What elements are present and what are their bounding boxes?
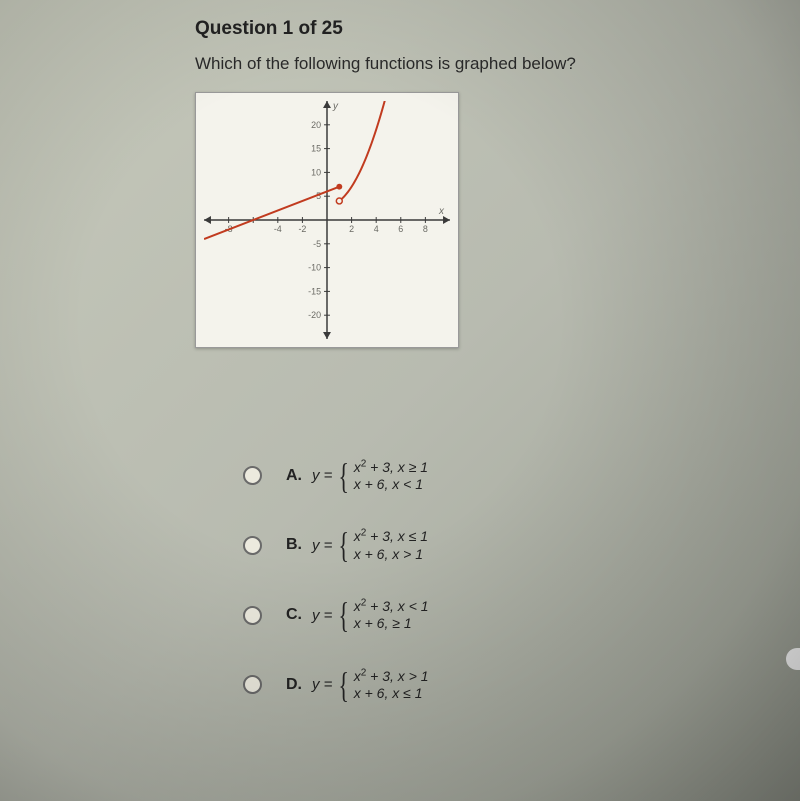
brace-icon: { xyxy=(339,606,349,624)
graph-area: -8-4-22468-20-15-10-5-5101520yx xyxy=(204,101,450,339)
option-letter: B. xyxy=(286,536,302,554)
case-top: x2 + 3, x < 1 xyxy=(354,597,429,615)
svg-text:-4: -4 xyxy=(274,224,282,234)
brace-icon: { xyxy=(339,536,349,554)
question-header: Question 1 of 25 xyxy=(195,18,800,40)
y-equals: y = xyxy=(312,676,332,693)
graph-svg: -8-4-22468-20-15-10-5-5101520yx xyxy=(204,101,450,339)
option-cases: x2 + 3, x ≥ 1 x + 6, x < 1 xyxy=(354,458,428,494)
brace-icon: { xyxy=(339,676,349,694)
option-cases: x2 + 3, x > 1 x + 6, x ≤ 1 xyxy=(354,667,429,703)
option-d[interactable]: D. y = { x2 + 3, x > 1 x + 6, x ≤ 1 xyxy=(243,667,800,703)
option-cases: x2 + 3, x < 1 x + 6, ≥ 1 xyxy=(354,597,429,633)
option-c[interactable]: C. y = { x2 + 3, x < 1 x + 6, ≥ 1 xyxy=(243,597,800,633)
svg-text:-10: -10 xyxy=(308,263,321,273)
y-equals: y = xyxy=(312,537,332,554)
y-equals: y = xyxy=(312,467,332,484)
answer-options: A. y = { x2 + 3, x ≥ 1 x + 6, x < 1 B. y… xyxy=(243,458,800,703)
case-top: x2 + 3, x ≤ 1 xyxy=(354,528,428,546)
svg-text:-20: -20 xyxy=(308,310,321,320)
case-bottom: x + 6, x > 1 xyxy=(354,546,428,564)
option-letter: A. xyxy=(286,467,302,485)
brace-icon: { xyxy=(339,467,349,485)
svg-text:2: 2 xyxy=(349,224,354,234)
case-bottom: x + 6, ≥ 1 xyxy=(354,615,429,633)
case-top: x2 + 3, x > 1 xyxy=(354,667,429,685)
option-cases: x2 + 3, x ≤ 1 x + 6, x > 1 xyxy=(354,528,428,564)
svg-text:-5: -5 xyxy=(313,239,321,249)
radio-c[interactable] xyxy=(243,606,262,625)
option-a[interactable]: A. y = { x2 + 3, x ≥ 1 x + 6, x < 1 xyxy=(243,458,800,494)
y-equals: y = xyxy=(312,607,332,624)
svg-text:6: 6 xyxy=(398,224,403,234)
svg-text:-2: -2 xyxy=(298,224,306,234)
radio-d[interactable] xyxy=(243,675,262,694)
graph-card: -8-4-22468-20-15-10-5-5101520yx xyxy=(195,92,459,348)
option-b[interactable]: B. y = { x2 + 3, x ≤ 1 x + 6, x > 1 xyxy=(243,528,800,564)
option-letter: C. xyxy=(286,606,302,624)
svg-text:4: 4 xyxy=(374,224,379,234)
svg-text:y: y xyxy=(332,101,339,112)
option-letter: D. xyxy=(286,676,302,694)
svg-text:x: x xyxy=(438,206,445,217)
svg-text:-15: -15 xyxy=(308,286,321,296)
svg-text:20: 20 xyxy=(311,120,321,130)
case-bottom: x + 6, x < 1 xyxy=(354,476,428,494)
svg-text:8: 8 xyxy=(423,224,428,234)
case-bottom: x + 6, x ≤ 1 xyxy=(354,685,429,703)
svg-text:15: 15 xyxy=(311,144,321,154)
question-prompt: Which of the following functions is grap… xyxy=(195,54,800,74)
radio-b[interactable] xyxy=(243,536,262,555)
radio-a[interactable] xyxy=(243,466,262,485)
case-top: x2 + 3, x ≥ 1 xyxy=(354,458,428,476)
svg-text:10: 10 xyxy=(311,167,321,177)
